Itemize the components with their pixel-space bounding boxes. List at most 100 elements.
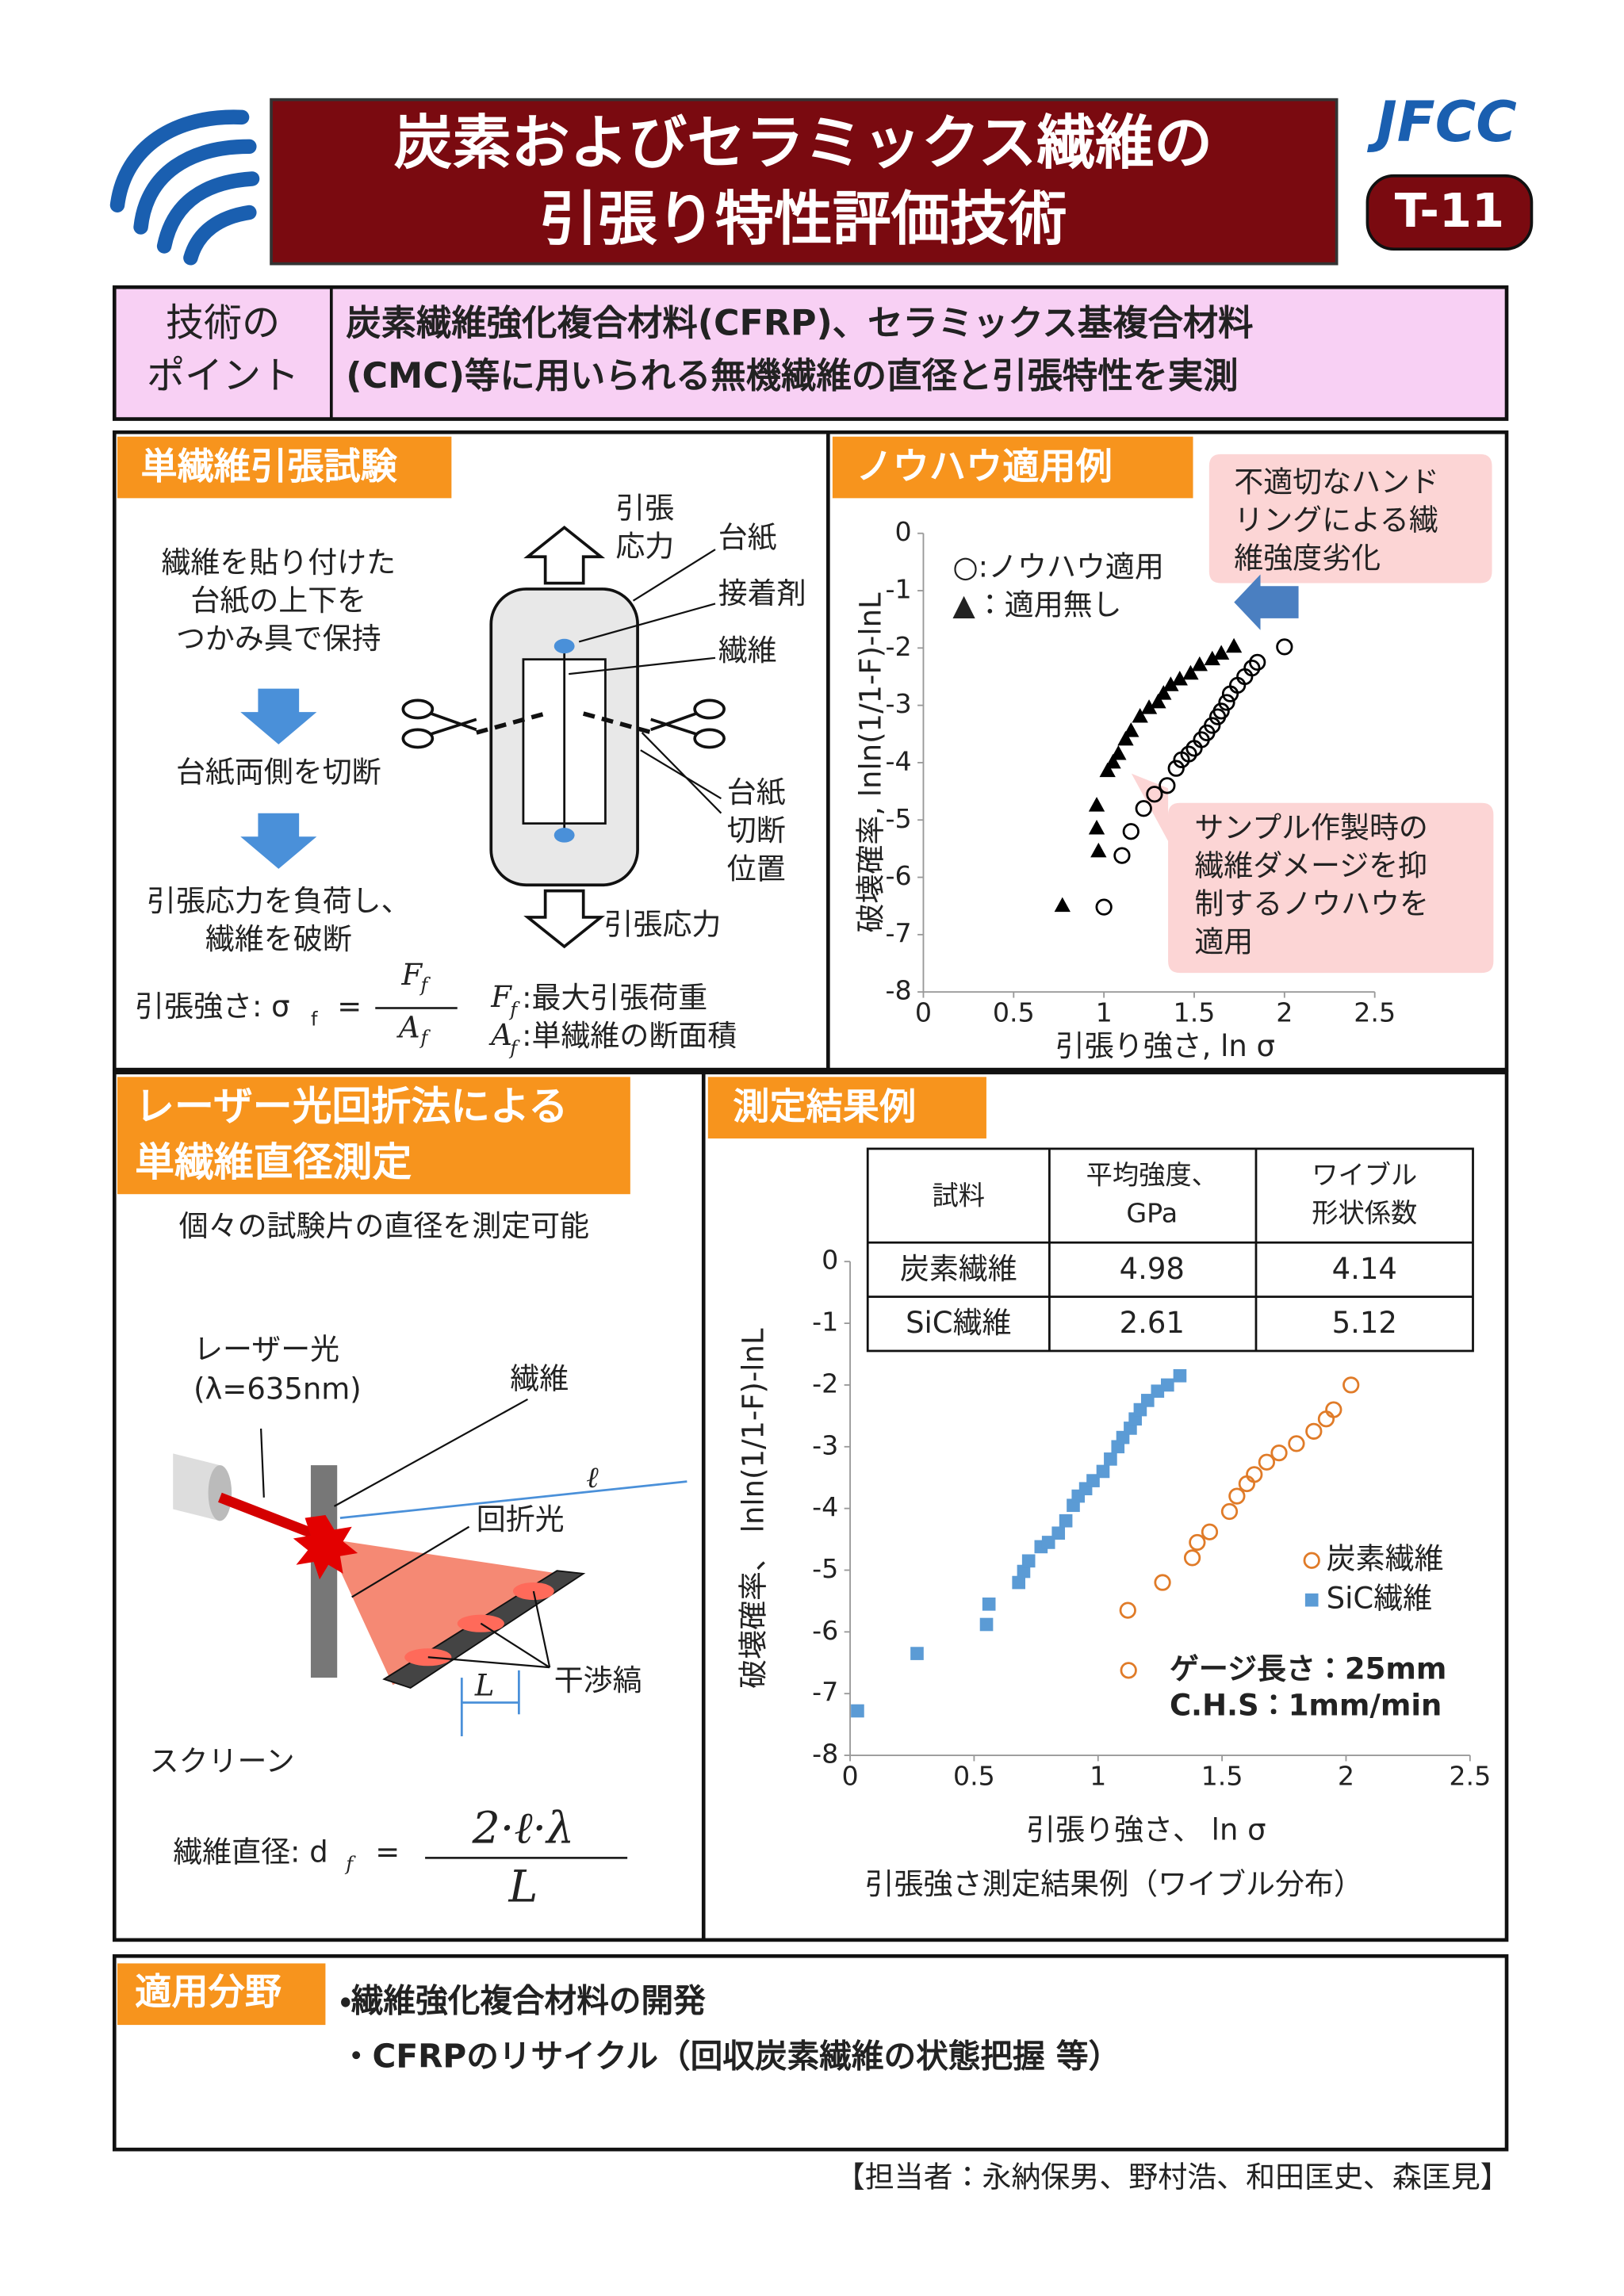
x-tick-label: 0 <box>915 997 932 1027</box>
y-tick-label: 0 <box>895 516 912 547</box>
section-tab <box>117 1077 630 1195</box>
y-tick-label: -6 <box>812 1615 838 1646</box>
section-tab <box>117 1963 326 2026</box>
point <box>1173 1368 1187 1383</box>
logo <box>109 109 260 266</box>
application-item: ・CFRPのリサイクル（回収炭素繊維の状態把握 等） <box>340 2038 1120 2076</box>
callout-text: 制するノウハウを <box>1194 887 1429 921</box>
point <box>1119 1601 1136 1619</box>
table-header: ワイブル <box>1312 1160 1417 1191</box>
x-axis-label: 引張り強さ, ln σ <box>1055 1029 1275 1063</box>
code: T-11 <box>1395 183 1504 238</box>
point <box>1288 1435 1305 1452</box>
point <box>1059 1513 1073 1528</box>
results-table <box>866 1147 1474 1353</box>
diagram-label: 繊維 <box>718 633 777 668</box>
diagram-label: 位置 <box>727 851 786 886</box>
point <box>1243 660 1261 677</box>
y-tick-label: -2 <box>886 631 912 662</box>
y-tick-label: -4 <box>886 745 912 776</box>
point <box>1088 820 1105 835</box>
formula: 2·ℓ·λ <box>472 1804 575 1854</box>
point <box>1246 1466 1263 1483</box>
formula: F <box>401 958 423 992</box>
point <box>979 1617 994 1632</box>
legend-entry: ○:ノウハウ適用 <box>952 550 1163 584</box>
title-box <box>270 98 1339 266</box>
y-tick-label: -3 <box>886 688 912 719</box>
point <box>1041 1536 1055 1549</box>
point <box>1171 671 1188 686</box>
y-axis-label: 破壊確率、 lnln(1/1-F)-lnL <box>736 1328 770 1689</box>
point <box>1218 694 1235 711</box>
point <box>982 1597 996 1611</box>
point <box>1154 1574 1171 1591</box>
point <box>1021 1554 1036 1568</box>
diagram-label: レーザー光 <box>193 1332 339 1366</box>
point <box>1342 1376 1360 1394</box>
point <box>1086 1474 1100 1487</box>
callout-arrow <box>1234 574 1299 630</box>
point <box>1276 638 1293 656</box>
point-box <box>112 285 1509 421</box>
point <box>1191 656 1208 672</box>
point <box>1249 653 1266 672</box>
point <box>1204 717 1221 734</box>
section-heading: 適用分野 <box>135 1970 282 2013</box>
point <box>1317 1410 1335 1428</box>
point <box>1054 897 1071 913</box>
x-tick-label: 2 <box>1338 1760 1354 1791</box>
title: 引張り特性評価技術 <box>539 185 1067 253</box>
point-text: 炭素繊維強化複合材料(CFRP)、セラミックス基複合材料 <box>346 303 1253 343</box>
formula-sub: f <box>344 1853 356 1875</box>
step-text: 繊維を破断 <box>205 922 352 956</box>
y-tick-label: -1 <box>886 574 912 605</box>
formula: = <box>375 1835 400 1869</box>
table-cell: 4.98 <box>1120 1252 1185 1286</box>
diagram-label: 干渉縞 <box>554 1663 642 1697</box>
point <box>1117 730 1134 746</box>
section-box <box>112 1070 1509 1942</box>
formula: A <box>396 1011 420 1045</box>
point <box>1212 645 1230 660</box>
legend-marker <box>1303 1552 1320 1569</box>
footer: 【担当者：永納保男、野村浩、和田匡史、森匡見】 <box>836 2160 1510 2195</box>
formula: 引張強さ: σ <box>135 989 289 1024</box>
point <box>1238 1475 1256 1493</box>
table-header: 試料 <box>933 1180 986 1211</box>
diagram-label: スクリーン <box>150 1744 295 1778</box>
y-tick-label: -3 <box>812 1429 838 1460</box>
point <box>1159 777 1176 794</box>
y-tick-label: 0 <box>822 1245 838 1276</box>
section-heading: ノウハウ適用例 <box>856 445 1112 488</box>
callout-text: 維強度劣化 <box>1234 541 1381 575</box>
step-text: 台紙の上下を <box>190 584 366 618</box>
condition: C.H.S：1mm/min <box>1170 1689 1442 1723</box>
y-axis-label: 破壊確率, lnln(1/1-F)-lnL <box>853 592 887 933</box>
point <box>1160 1378 1174 1392</box>
y-tick-label: -8 <box>812 1739 838 1770</box>
point <box>1012 1575 1026 1590</box>
point <box>1151 1384 1165 1399</box>
callout <box>1131 773 1494 974</box>
specimen-diagram <box>401 525 726 949</box>
section-box <box>112 430 1509 1072</box>
diagram-label: 引張 <box>615 492 674 526</box>
callout-text: 繊維ダメージを抑 <box>1194 849 1427 883</box>
point <box>910 1647 924 1660</box>
caption: 引張強さ測定結果例（ワイブル分布） <box>865 1867 1363 1901</box>
y-tick-label: -5 <box>812 1553 838 1584</box>
y-tick-label: -1 <box>812 1307 838 1337</box>
point <box>1146 786 1163 803</box>
point <box>1167 760 1185 777</box>
legend-entry: SiC繊維 <box>1327 1582 1432 1616</box>
point <box>1212 702 1230 720</box>
formula-note: A <box>488 1018 512 1052</box>
point <box>1090 842 1107 858</box>
x-tick-label: 1 <box>1096 997 1113 1027</box>
x-tick-label: 0.5 <box>953 1760 995 1791</box>
point <box>1189 1533 1206 1552</box>
x-tick-label: 1.5 <box>1201 1760 1243 1791</box>
point-label: 技術の <box>166 300 280 345</box>
